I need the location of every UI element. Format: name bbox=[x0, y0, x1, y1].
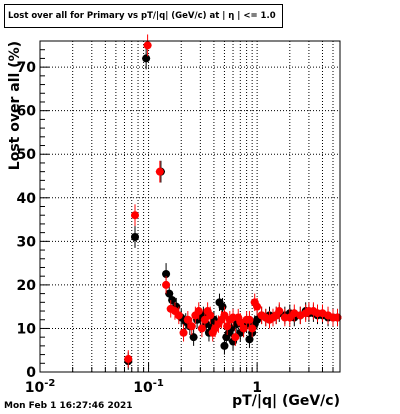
x-tick-label: 10-1 bbox=[133, 378, 164, 396]
x-tick-label: 10-2 bbox=[25, 378, 56, 396]
data-point bbox=[275, 302, 284, 320]
y-tick-label: 0 bbox=[26, 365, 36, 381]
marker bbox=[231, 333, 240, 342]
marker bbox=[155, 167, 164, 176]
data-point bbox=[253, 297, 262, 316]
data-point bbox=[143, 34, 152, 57]
y-tick-label: 30 bbox=[17, 234, 37, 250]
x-tick-label: 1 bbox=[252, 380, 262, 396]
data-point bbox=[200, 311, 209, 329]
marker bbox=[187, 322, 196, 331]
marker bbox=[218, 302, 227, 311]
marker bbox=[333, 313, 342, 322]
axis-ticks bbox=[39, 40, 334, 373]
y-tick-label: 10 bbox=[17, 321, 37, 337]
data-point bbox=[166, 300, 175, 318]
data-point bbox=[290, 304, 299, 322]
data-point bbox=[194, 302, 203, 320]
y-tick-label: 60 bbox=[17, 104, 37, 120]
data-point bbox=[155, 160, 164, 183]
data-points bbox=[124, 34, 342, 370]
data-point bbox=[333, 308, 342, 327]
data-point bbox=[189, 328, 198, 346]
data-point bbox=[206, 306, 215, 325]
marker bbox=[220, 311, 229, 320]
chart-title: Lost over all for Primary vs pT/|q| (GeV… bbox=[4, 4, 283, 28]
marker bbox=[162, 270, 171, 279]
marker bbox=[130, 211, 139, 220]
data-point bbox=[248, 319, 257, 338]
y-tick-label: 50 bbox=[17, 147, 37, 163]
data-point bbox=[130, 226, 139, 248]
marker bbox=[179, 328, 188, 337]
marker bbox=[194, 307, 203, 316]
marker bbox=[245, 335, 254, 344]
y-tick-label: 20 bbox=[17, 278, 37, 294]
grid-lines bbox=[40, 41, 340, 372]
y-tick-label: 40 bbox=[17, 191, 37, 207]
data-point bbox=[130, 204, 139, 227]
marker bbox=[130, 232, 139, 241]
marker bbox=[168, 296, 177, 305]
marker bbox=[143, 41, 152, 50]
timestamp: Mon Feb 1 16:27:46 2021 bbox=[4, 401, 133, 411]
marker bbox=[223, 322, 232, 331]
marker bbox=[174, 311, 183, 320]
marker bbox=[200, 315, 209, 324]
marker bbox=[162, 280, 171, 289]
marker bbox=[275, 307, 284, 316]
data-point bbox=[162, 276, 171, 294]
marker bbox=[245, 315, 254, 324]
marker bbox=[253, 302, 262, 311]
marker bbox=[165, 289, 174, 298]
x-axis-title: pT/|q| (GeV/c) bbox=[232, 393, 340, 409]
data-point bbox=[124, 350, 133, 368]
marker bbox=[197, 324, 206, 333]
data-point bbox=[174, 306, 183, 325]
data-point bbox=[179, 324, 188, 342]
marker bbox=[290, 309, 299, 318]
data-point bbox=[187, 317, 196, 335]
data-point bbox=[142, 47, 151, 70]
data-point bbox=[220, 306, 229, 325]
marker bbox=[189, 333, 198, 342]
marker bbox=[183, 315, 192, 324]
marker bbox=[239, 324, 248, 333]
data-point bbox=[231, 328, 240, 346]
marker bbox=[142, 54, 151, 63]
marker bbox=[236, 317, 245, 326]
y-axis-title: Lost over all (%) bbox=[7, 41, 23, 170]
data-point bbox=[183, 311, 192, 329]
marker bbox=[248, 324, 257, 333]
marker bbox=[124, 354, 133, 363]
marker bbox=[220, 341, 229, 350]
data-point bbox=[245, 330, 254, 349]
marker bbox=[206, 311, 215, 320]
y-tick-label: 70 bbox=[17, 60, 37, 76]
